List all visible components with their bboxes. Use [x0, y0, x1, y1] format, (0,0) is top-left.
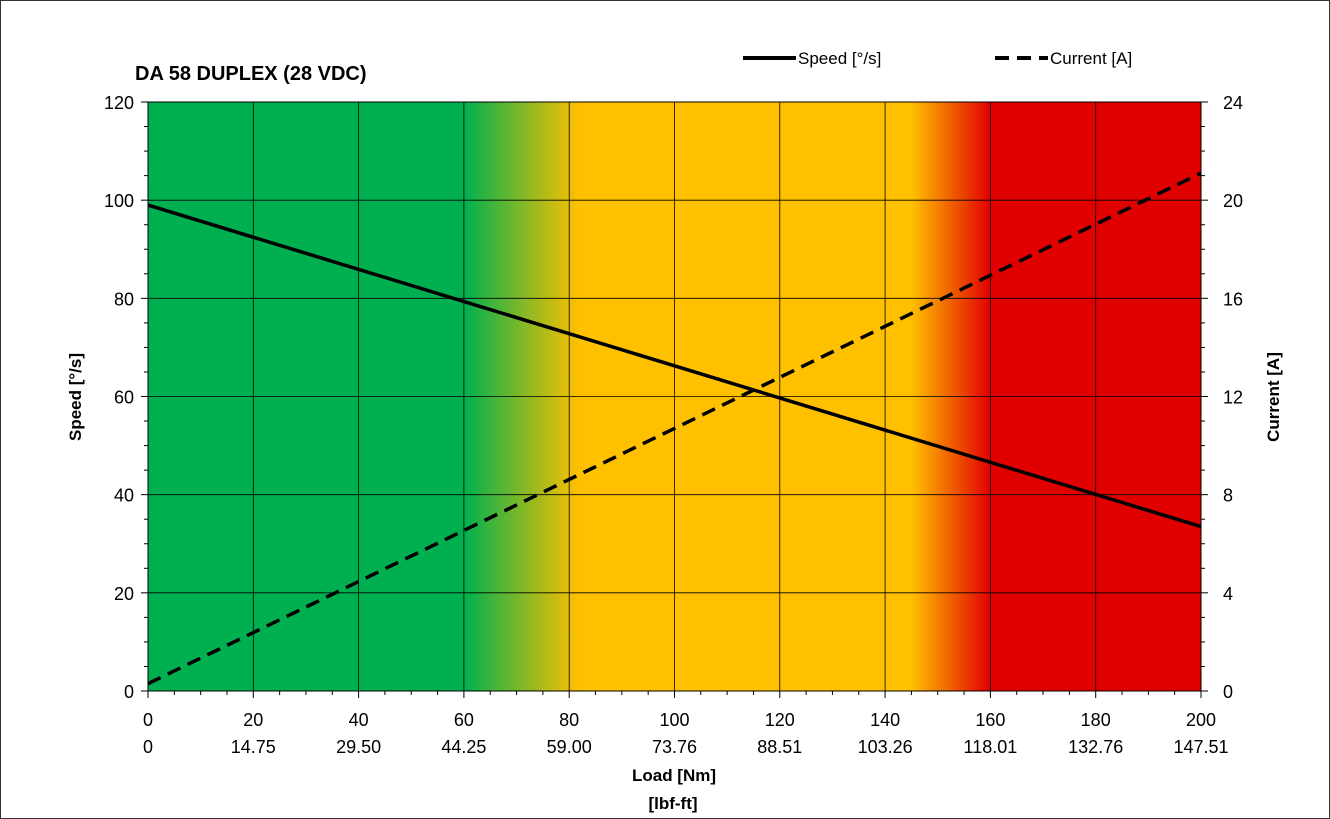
x-secondary-tick-label: 88.51: [757, 737, 802, 757]
x-tick-label: 160: [975, 710, 1005, 730]
x-secondary-tick-label: 73.76: [652, 737, 697, 757]
y-axis-title: Speed [°/s]: [66, 353, 85, 441]
y2-tick-label: 24: [1223, 93, 1243, 113]
x-tick-label: 120: [765, 710, 795, 730]
legend: Speed [°/s] Current [A]: [743, 49, 1132, 68]
x-secondary-tick-label: 0: [143, 737, 153, 757]
x-tick-label: 180: [1081, 710, 1111, 730]
tick-labels: 002014.754029.506044.258059.0010073.7612…: [104, 93, 1243, 757]
x-tick-label: 80: [559, 710, 579, 730]
y-tick-label: 20: [114, 584, 134, 604]
speed-series-line: [147, 203, 1202, 529]
x-tick-label: 20: [243, 710, 263, 730]
y2-tick-label: 12: [1223, 388, 1243, 408]
y2-tick-label: 20: [1223, 191, 1243, 211]
current-series-line: [147, 171, 1202, 686]
x-secondary-tick-label: 103.26: [858, 737, 913, 757]
y-tick-label: 120: [104, 93, 134, 113]
legend-current-label: Current [A]: [1050, 49, 1132, 68]
x-secondary-tick-label: 147.51: [1173, 737, 1228, 757]
x-secondary-tick-label: 118.01: [964, 737, 1018, 757]
y2-tick-label: 4: [1223, 584, 1233, 604]
x-secondary-tick-label: 14.75: [231, 737, 276, 757]
x-tick-label: 60: [454, 710, 474, 730]
y-tick-label: 60: [114, 388, 134, 408]
x-axis-secondary-title: [lbf-ft]: [648, 794, 697, 813]
y2-axis-title: Current [A]: [1264, 352, 1283, 442]
legend-speed-label: Speed [°/s]: [798, 49, 881, 68]
series-layer: [147, 171, 1202, 686]
y-tick-label: 100: [104, 191, 134, 211]
y-tick-label: 0: [124, 682, 134, 702]
x-secondary-tick-label: 59.00: [547, 737, 592, 757]
y-tick-label: 40: [114, 486, 134, 506]
chart-title: DA 58 DUPLEX (28 VDC): [135, 63, 367, 85]
y2-tick-label: 16: [1223, 289, 1243, 309]
x-secondary-tick-label: 132.76: [1068, 737, 1123, 757]
x-secondary-tick-label: 44.25: [441, 737, 486, 757]
y2-tick-label: 0: [1223, 682, 1233, 702]
x-tick-label: 140: [870, 710, 900, 730]
x-tick-label: 100: [659, 710, 689, 730]
tick-marks: [141, 101, 1208, 698]
x-tick-label: 200: [1186, 710, 1216, 730]
y-tick-label: 80: [114, 289, 134, 309]
x-tick-label: 0: [143, 710, 153, 730]
x-tick-label: 40: [349, 710, 369, 730]
y2-tick-label: 8: [1223, 486, 1233, 506]
x-axis-title: Load [Nm]: [632, 766, 716, 785]
x-secondary-tick-label: 29.50: [336, 737, 381, 757]
